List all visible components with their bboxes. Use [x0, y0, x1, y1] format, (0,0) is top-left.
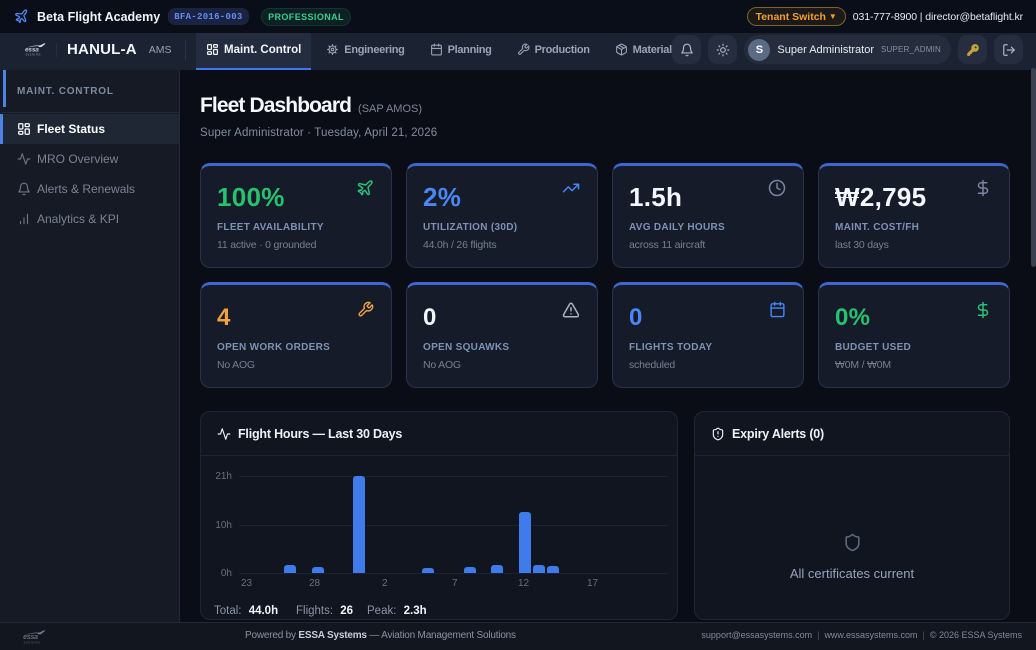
svg-text:essa: essa	[25, 47, 39, 54]
svg-text:systems: systems	[26, 53, 42, 57]
svg-text:systems: systems	[24, 640, 41, 644]
svg-text:essa: essa	[23, 634, 38, 641]
